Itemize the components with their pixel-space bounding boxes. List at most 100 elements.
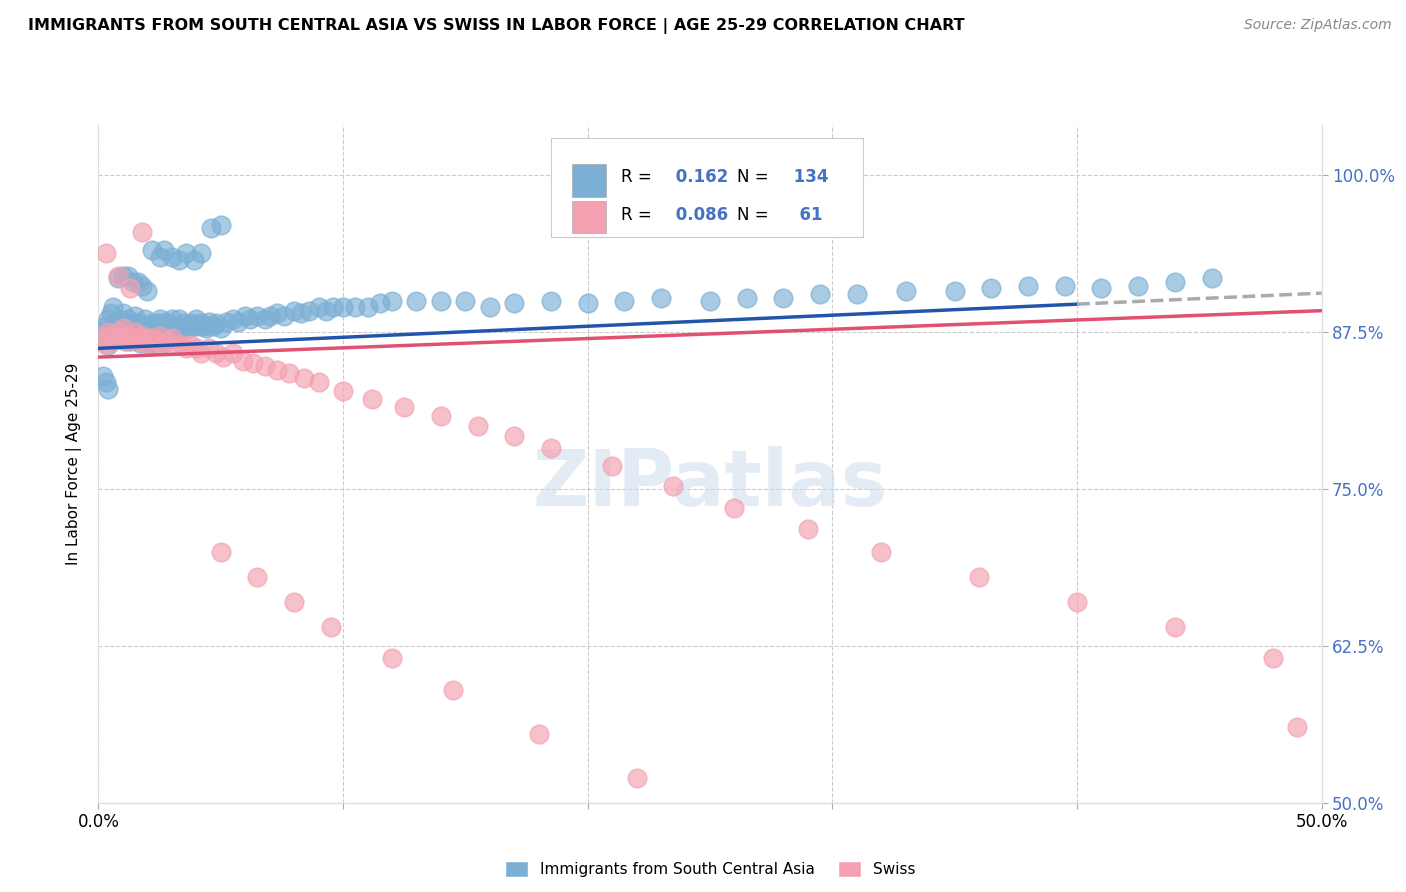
Point [292,371,315,385]
Point [344,300,367,314]
Point [129,318,152,333]
Point [1164,620,1187,634]
Text: R =: R = [620,206,657,224]
Point [114,334,136,348]
Text: R =: R = [620,168,657,186]
Point [160,250,183,264]
Point [94,246,117,260]
Point [381,651,404,665]
Point [104,325,127,339]
Point [146,331,169,345]
Point [127,331,149,345]
Point [160,331,183,345]
Point [266,306,288,320]
Point [97,337,120,351]
Point [205,346,228,360]
Point [110,331,132,345]
Point [111,306,134,320]
Point [540,441,562,455]
Point [1201,271,1223,285]
Point [943,284,966,298]
Point [121,316,143,330]
Point [298,303,321,318]
Point [120,321,142,335]
Point [167,312,190,326]
Point [111,325,134,339]
Point [392,401,416,415]
Point [166,321,188,335]
Point [100,306,122,320]
Point [943,871,966,885]
Point [107,271,129,285]
Y-axis label: In Labor Force | Age 25-29: In Labor Force | Age 25-29 [66,363,83,565]
Point [1053,278,1076,293]
Point [136,331,159,345]
Point [107,331,129,345]
Point [136,284,159,298]
Point [242,356,264,370]
Point [121,325,143,339]
Point [101,318,124,333]
Point [232,354,254,368]
Point [114,316,136,330]
Point [150,337,173,351]
Point [170,321,193,335]
Point [1017,278,1039,293]
Point [149,328,172,343]
Text: IMMIGRANTS FROM SOUTH CENTRAL ASIA VS SWISS IN LABOR FORCE | AGE 25-29 CORRELATI: IMMIGRANTS FROM SOUTH CENTRAL ASIA VS SW… [28,18,965,34]
Point [166,337,188,351]
Point [100,331,122,345]
Point [209,321,232,335]
Point [176,246,198,260]
Point [259,309,281,323]
Point [222,346,245,360]
Point [110,321,132,335]
Point [173,316,195,330]
Point [141,331,163,345]
Point [183,318,205,333]
Point [183,253,205,268]
Point [134,334,156,348]
Point [381,293,404,308]
Point [141,244,163,258]
Point [222,312,245,326]
Point [1090,281,1112,295]
Point [290,306,312,320]
Point [131,325,153,339]
Point [808,287,831,301]
Point [319,620,342,634]
Point [308,376,330,390]
Point [197,342,219,356]
Point [150,316,173,330]
Point [894,284,917,298]
Point [176,318,198,333]
Point [967,570,990,584]
Point [127,316,149,330]
Text: 134: 134 [789,168,828,186]
Point [160,312,183,326]
Point [136,318,159,333]
Point [146,316,169,330]
Point [797,522,820,536]
Point [141,316,163,330]
Point [239,312,262,326]
Point [107,312,129,326]
FancyBboxPatch shape [551,138,863,236]
Point [121,275,143,289]
Point [821,846,844,860]
Point [454,293,477,308]
Point [100,328,122,343]
Point [139,337,162,351]
Point [209,545,232,559]
Text: 0.086: 0.086 [669,206,728,224]
FancyBboxPatch shape [572,201,606,233]
Point [1128,278,1150,293]
Point [212,350,235,364]
Point [723,808,745,822]
Point [150,334,173,348]
Point [127,328,149,343]
Point [361,392,384,406]
Point [143,321,166,335]
Point [146,334,169,348]
Point [91,368,114,383]
